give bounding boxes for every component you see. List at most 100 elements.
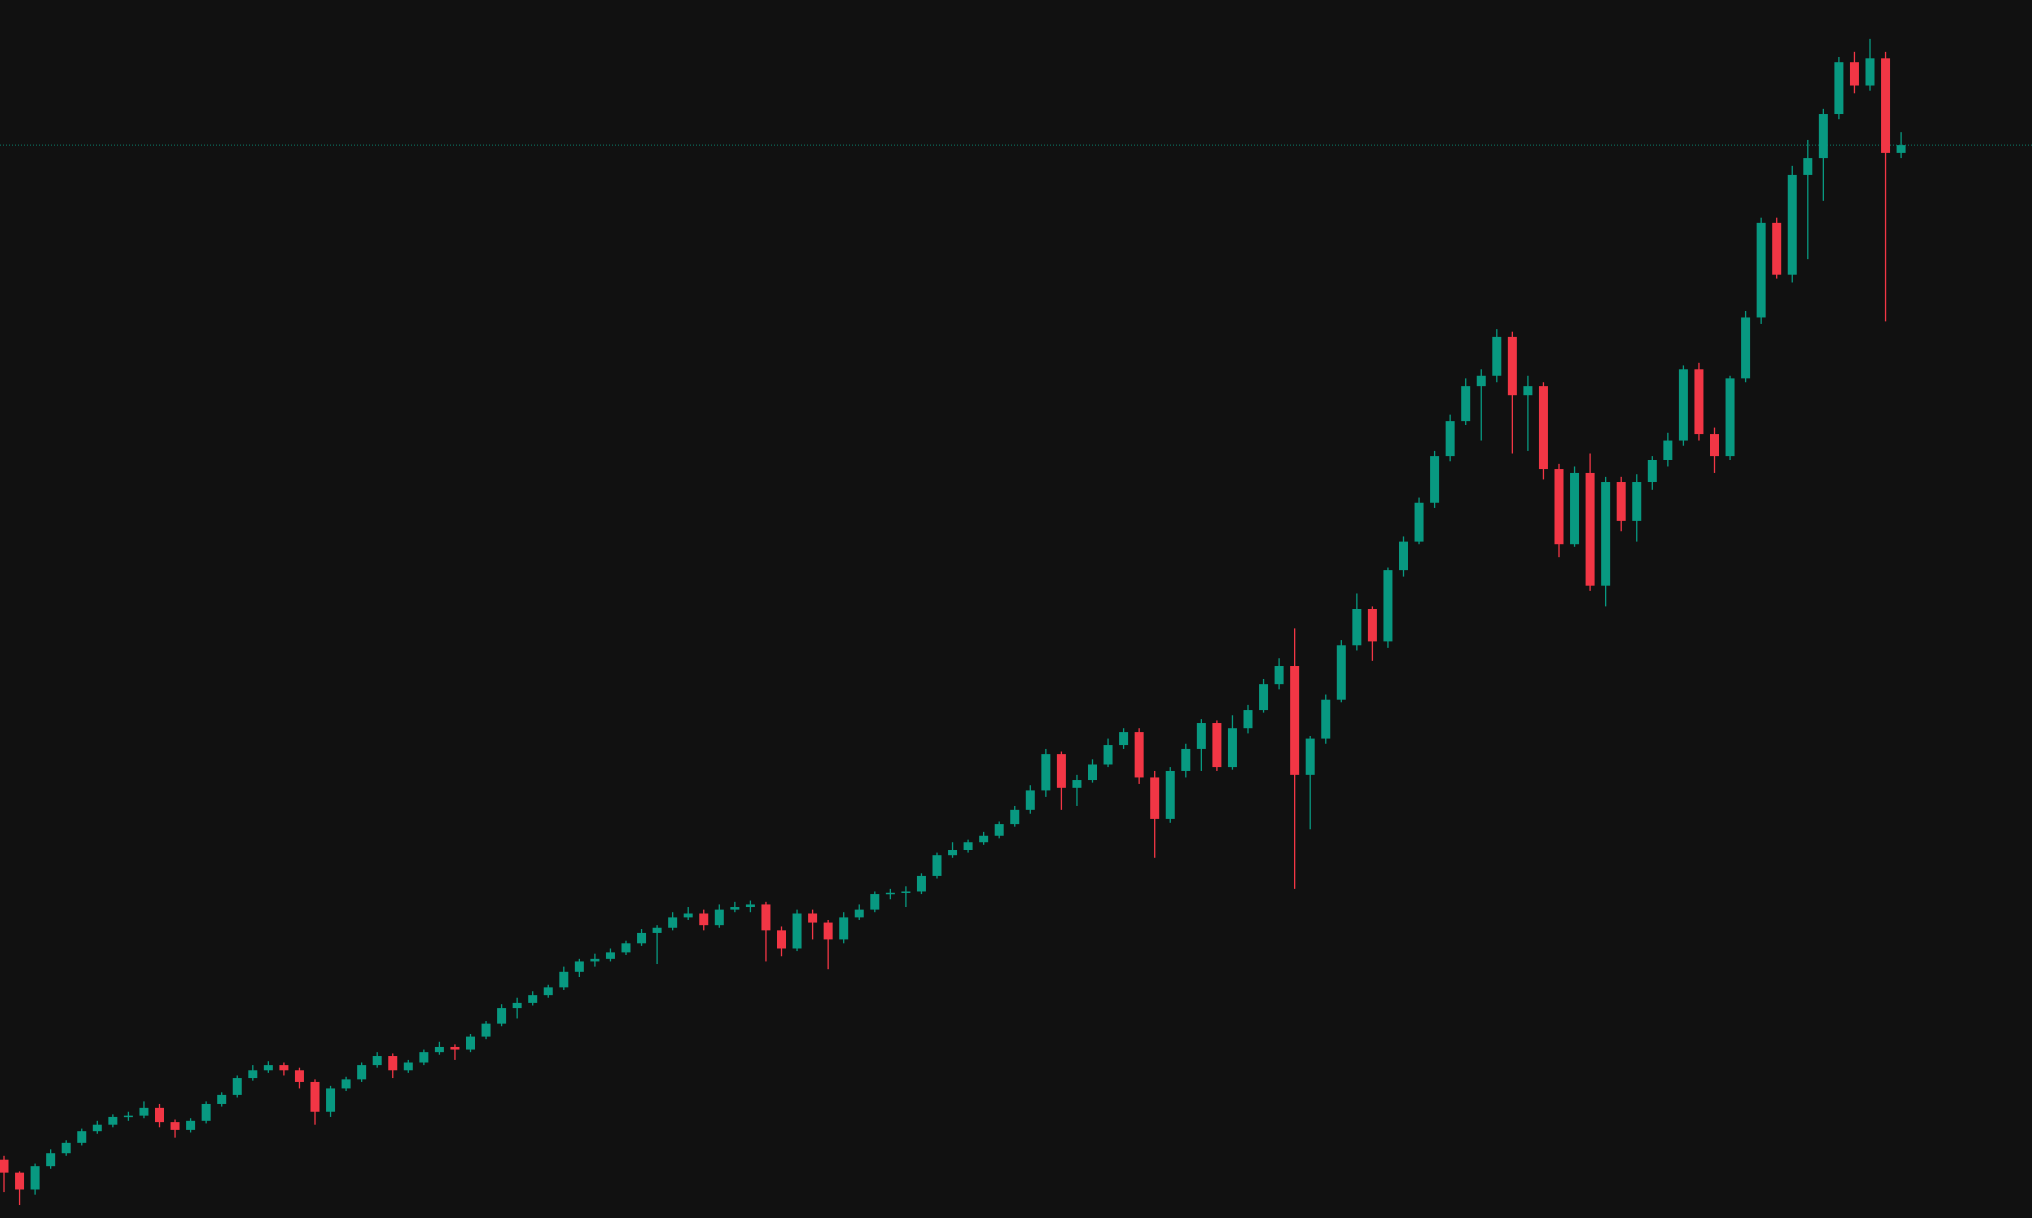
candle-body bbox=[730, 907, 740, 910]
candle-body bbox=[1119, 732, 1129, 746]
candle-body bbox=[1367, 609, 1377, 642]
candle-body bbox=[1150, 777, 1160, 819]
candle-body bbox=[854, 909, 864, 918]
candle-body bbox=[808, 913, 818, 923]
candle-body bbox=[1725, 378, 1735, 457]
candle-body bbox=[839, 917, 849, 940]
candle-body bbox=[341, 1079, 351, 1089]
candle-body bbox=[357, 1065, 367, 1080]
candle-body bbox=[419, 1052, 429, 1063]
candle-body bbox=[528, 995, 538, 1003]
candle-body bbox=[916, 875, 926, 892]
candle-body bbox=[1134, 732, 1144, 778]
candle-body bbox=[1616, 482, 1626, 521]
candle-body bbox=[1041, 754, 1051, 791]
candle-body bbox=[1430, 456, 1440, 503]
candle-body bbox=[232, 1078, 242, 1095]
candle-body bbox=[1476, 375, 1486, 387]
candle-body bbox=[637, 932, 647, 944]
candle-body bbox=[170, 1122, 180, 1130]
candle-body bbox=[1010, 809, 1020, 825]
candle-body bbox=[139, 1107, 149, 1116]
candle-body bbox=[248, 1070, 258, 1079]
candle-body bbox=[30, 1166, 40, 1190]
candle-body bbox=[1896, 145, 1906, 153]
candle-body bbox=[885, 892, 895, 895]
candle-body bbox=[1165, 770, 1175, 819]
candle-body bbox=[403, 1062, 413, 1071]
candle-body bbox=[1601, 482, 1611, 586]
candle-body bbox=[108, 1116, 118, 1125]
candle-body bbox=[1243, 710, 1253, 729]
candle-body bbox=[823, 922, 833, 940]
candle-body bbox=[1803, 158, 1813, 175]
candle-body bbox=[1834, 62, 1844, 115]
candle-body bbox=[310, 1081, 320, 1112]
candle-body bbox=[1414, 502, 1424, 542]
candle-body bbox=[372, 1056, 382, 1066]
candle-body bbox=[1305, 738, 1315, 775]
candle-body bbox=[714, 909, 724, 926]
candle-body bbox=[745, 904, 755, 908]
candle-body bbox=[1881, 58, 1891, 153]
candle-body bbox=[1647, 459, 1657, 483]
candle-body bbox=[326, 1088, 336, 1112]
candle-body bbox=[792, 913, 802, 949]
candle-body bbox=[1865, 58, 1875, 86]
candle-body bbox=[901, 891, 911, 893]
candle-body bbox=[1196, 723, 1206, 749]
candle-body bbox=[932, 855, 942, 876]
candle-body bbox=[1741, 317, 1751, 379]
candle-body bbox=[15, 1172, 25, 1190]
candle-body bbox=[1585, 472, 1595, 586]
candle-body bbox=[434, 1046, 444, 1053]
candle-body bbox=[497, 1008, 507, 1024]
candle-body bbox=[1088, 764, 1097, 781]
candle-body bbox=[683, 913, 693, 918]
candle-body bbox=[652, 927, 662, 933]
candle-body bbox=[512, 1002, 522, 1009]
candle-body bbox=[92, 1124, 102, 1132]
candle-body bbox=[605, 952, 615, 959]
candle-body bbox=[543, 987, 553, 996]
candle-body bbox=[294, 1070, 304, 1082]
candle-body bbox=[1632, 482, 1642, 521]
candle-body bbox=[1056, 754, 1066, 788]
candle-body bbox=[388, 1056, 398, 1071]
candle-body bbox=[590, 958, 600, 962]
candle-body bbox=[574, 961, 584, 972]
candle-body bbox=[1787, 174, 1797, 275]
candle-body bbox=[1507, 336, 1517, 396]
candle-body bbox=[948, 850, 958, 856]
candle-body bbox=[1663, 440, 1673, 460]
candle-body bbox=[1772, 222, 1782, 275]
candle-body bbox=[1445, 421, 1455, 457]
candle-body bbox=[217, 1094, 227, 1104]
candle-body bbox=[1538, 386, 1548, 470]
candle-body bbox=[1570, 472, 1580, 545]
candle-body bbox=[979, 835, 989, 843]
candle-body bbox=[1554, 469, 1564, 545]
candle-body bbox=[155, 1107, 164, 1123]
candle-body bbox=[1103, 745, 1113, 765]
candle-body bbox=[186, 1120, 196, 1130]
candle-body bbox=[123, 1115, 133, 1118]
candle-body bbox=[46, 1153, 56, 1167]
candle-body bbox=[450, 1046, 460, 1050]
candle-body bbox=[279, 1065, 289, 1071]
candle-body bbox=[1212, 723, 1222, 768]
candle-body bbox=[668, 917, 678, 928]
candle-body bbox=[963, 842, 973, 851]
candle-body bbox=[994, 824, 1004, 836]
candle-body bbox=[1274, 666, 1284, 685]
candle-body bbox=[1818, 114, 1828, 159]
candle-body bbox=[77, 1131, 87, 1143]
candle-body bbox=[1025, 790, 1035, 810]
candle-body bbox=[481, 1023, 491, 1037]
candle-body bbox=[1352, 609, 1362, 646]
candle-body bbox=[1181, 748, 1191, 771]
candle-body bbox=[0, 1159, 9, 1173]
candle-body bbox=[1321, 699, 1331, 739]
candle-body bbox=[1383, 570, 1393, 642]
